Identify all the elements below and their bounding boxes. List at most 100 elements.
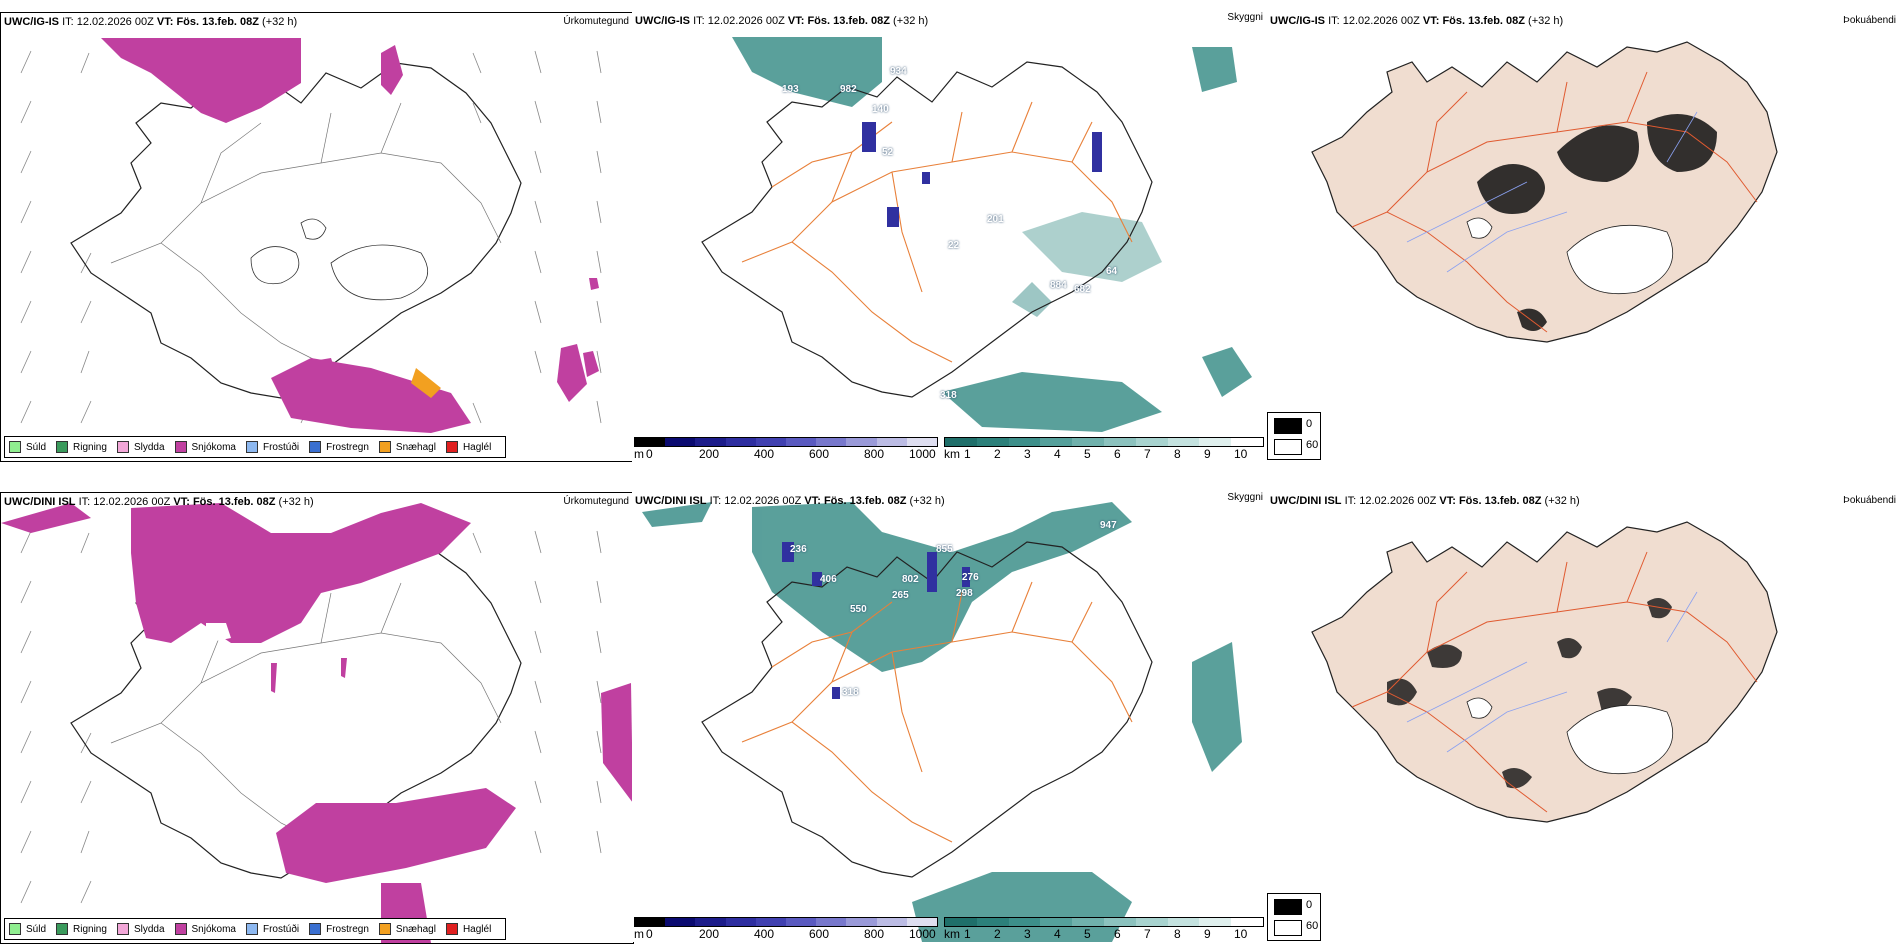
- wind-barbs: [20, 530, 602, 904]
- iceland-outline: [701, 541, 1153, 878]
- legend-item: Frostregn: [309, 923, 369, 935]
- precip-header: UWC/IG-IS IT: 12.02.2026 00Z VT: Fös. 13…: [4, 16, 298, 28]
- visibility-panel-row2: 236 406 550 265 802 855 276 298 947 318 …: [632, 492, 1267, 942]
- vis-label: 802: [902, 574, 919, 585]
- roads: [741, 581, 1133, 843]
- coverage-swatch-black: [1274, 899, 1302, 915]
- vis-label: 318: [842, 687, 859, 698]
- legend-swatch: [116, 923, 129, 935]
- visibility-field: [732, 37, 1252, 432]
- legend-item: Frostregn: [309, 441, 369, 453]
- legend-swatch: [56, 923, 69, 935]
- legend-swatch: [56, 441, 69, 453]
- fog-header: UWC/DINI ISL IT: 12.02.2026 00Z VT: Fös.…: [1270, 495, 1580, 507]
- precip-graupel: [411, 368, 441, 398]
- legend-item: Haglél: [445, 923, 491, 935]
- visibility-panel-row1: 193 982 934 140 52 201 22 884 682 318 64…: [632, 12, 1267, 462]
- legend-item: Slydda: [116, 923, 165, 935]
- iceland-land: [1311, 521, 1778, 823]
- glaciers: [1466, 697, 1674, 775]
- iceland-outline: [701, 61, 1153, 398]
- legend-swatch: [174, 441, 187, 453]
- legend-swatch: [309, 923, 322, 935]
- legend-item: Snæhagl: [378, 441, 436, 453]
- coverage-swatch-white: [1274, 920, 1302, 936]
- precip-title: Úrkomutegund: [563, 16, 629, 27]
- precip-snow: [101, 38, 599, 433]
- visibility-map-row1: [701, 37, 1252, 432]
- coverage-legend-row1: 0 60: [1267, 412, 1321, 460]
- visibility-scale: km 1 2 3 4 5 6 7 8 9 10: [944, 917, 1264, 941]
- visibility-scale: km 1 2 3 4 5 6 7 8 9 10: [944, 437, 1264, 461]
- roads: [110, 102, 502, 364]
- visibility-title: Skyggni: [1227, 492, 1263, 503]
- legend-item: Rigning: [56, 923, 107, 935]
- fog-panel-row2: UWC/DINI ISL IT: 12.02.2026 00Z VT: Fös.…: [1267, 492, 1900, 892]
- legend-swatch: [378, 441, 391, 453]
- vis-label: 193: [782, 84, 799, 95]
- vis-label: 298: [956, 588, 973, 599]
- legend-item: Haglél: [445, 441, 491, 453]
- legend-swatch: [245, 441, 258, 453]
- legend-item: Slydda: [116, 441, 165, 453]
- fog-title: Þokuábendi: [1843, 495, 1896, 506]
- visibility-header: UWC/DINI ISL IT: 12.02.2026 00Z VT: Fös.…: [635, 495, 945, 507]
- fog-map-row1: [1311, 41, 1778, 343]
- vis-label: 265: [892, 590, 909, 601]
- vis-label: 855: [936, 544, 953, 555]
- legend-item: Frostúði: [245, 923, 299, 935]
- low-cloud-ceiling: [782, 542, 970, 699]
- precip-map-row1: [20, 38, 602, 433]
- legend-item: Súld: [9, 923, 46, 935]
- legend-item: Súld: [9, 441, 46, 453]
- rivers: [1406, 591, 1698, 753]
- vis-label: 982: [840, 84, 857, 95]
- vis-label: 52: [882, 147, 894, 158]
- precip-title: Úrkomutegund: [563, 496, 629, 507]
- legend-item: Snæhagl: [378, 923, 436, 935]
- vis-label: 140: [872, 104, 889, 115]
- ceiling-scale: m 0 200 400 600 800 1000: [634, 917, 938, 941]
- legend-item: Snjókoma: [174, 923, 236, 935]
- roads: [1351, 551, 1758, 813]
- legend-swatch: [9, 923, 21, 935]
- legend-swatch: [116, 441, 129, 453]
- legend-swatch: [9, 441, 21, 453]
- iceland-outline: [70, 62, 522, 399]
- low-cloud-ceiling: [862, 122, 1102, 227]
- legend-swatch: [378, 923, 391, 935]
- glaciers: [1466, 217, 1674, 295]
- precip-panel-row1: UWC/IG-IS IT: 12.02.2026 00Z VT: Fös. 13…: [0, 12, 634, 462]
- roads: [741, 101, 1133, 363]
- vis-label: 22: [948, 240, 960, 251]
- legend-item: Snjókoma: [174, 441, 236, 453]
- roads: [1351, 71, 1758, 333]
- fog-map-row2: [1311, 521, 1778, 823]
- ceiling-scale: m 0 200 400 600 800 1000: [634, 437, 938, 461]
- vis-label: 64: [1106, 266, 1118, 277]
- visibility-title: Skyggni: [1227, 12, 1263, 23]
- precip-snow: [1, 503, 633, 943]
- vis-label: 406: [820, 574, 837, 585]
- coverage-swatch-black: [1274, 418, 1302, 434]
- vis-label: 201: [987, 214, 1004, 225]
- legend-swatch: [174, 923, 187, 935]
- legend-swatch: [445, 441, 458, 453]
- coverage-swatch-white: [1274, 439, 1302, 455]
- vis-label: 947: [1100, 520, 1117, 531]
- vis-label: 318: [940, 390, 957, 401]
- precip-legend: Súld Rigning Slydda Snjókoma Frostúði Fr…: [4, 436, 507, 458]
- vis-label: 236: [790, 544, 807, 555]
- fog-title: Þokuábendi: [1843, 15, 1896, 26]
- vis-label: 682: [1074, 284, 1091, 295]
- legend-swatch: [445, 923, 458, 935]
- glaciers: [250, 218, 429, 301]
- precip-map-row2: [1, 503, 633, 943]
- vis-label: 884: [1050, 280, 1067, 291]
- legend-swatch: [309, 441, 322, 453]
- vis-label: 934: [890, 66, 907, 77]
- precip-header: UWC/DINI ISL IT: 12.02.2026 00Z VT: Fös.…: [4, 496, 314, 508]
- legend-item: Frostúði: [245, 441, 299, 453]
- visibility-header: UWC/IG-IS IT: 12.02.2026 00Z VT: Fös. 13…: [635, 15, 929, 27]
- rivers: [1406, 111, 1698, 273]
